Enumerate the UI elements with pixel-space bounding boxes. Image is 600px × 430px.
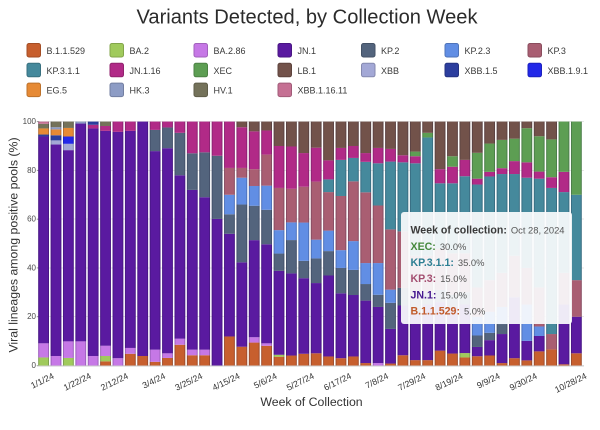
svg-text:HK.3: HK.3 [130, 86, 150, 96]
svg-text:B.1.1.529: B.1.1.529 [47, 46, 86, 56]
svg-text:XBB.1.16.11: XBB.1.16.11 [298, 86, 348, 96]
svg-text:JN.1.16: JN.1.16 [130, 66, 161, 76]
svg-text:20: 20 [27, 312, 36, 321]
svg-text:KP.3.1.1:35.0%: KP.3.1.1: 35.0% [411, 257, 485, 269]
svg-text:0: 0 [32, 361, 37, 370]
svg-text:BA.2.86: BA.2.86 [214, 46, 246, 56]
svg-text:XBB.1.9.1: XBB.1.9.1 [548, 66, 589, 76]
svg-text:KP.2.3: KP.2.3 [465, 46, 491, 56]
svg-text:B.1.1.529:5.0%: B.1.1.529: 5.0% [411, 306, 486, 318]
svg-text:Week of collection:Oct 28, 202: Week of collection: Oct 28, 2024 [411, 225, 565, 237]
svg-text:XBB.1.5: XBB.1.5 [465, 66, 498, 76]
svg-text:XBB: XBB [381, 66, 399, 76]
svg-text:LB.1: LB.1 [298, 66, 317, 76]
svg-text:100: 100 [23, 117, 37, 126]
svg-text:KP.2: KP.2 [381, 46, 399, 56]
svg-text:Viral lineages among positive: Viral lineages among positive pools (%) [7, 137, 21, 352]
svg-text:XEC:30.0%: XEC: 30.0% [411, 241, 467, 253]
svg-text:BA.2: BA.2 [130, 46, 150, 56]
svg-text:Variants Detected, by Collecti: Variants Detected, by Collection Week [136, 6, 478, 28]
svg-text:JN.1:15.0%: JN.1: 15.0% [411, 289, 468, 301]
svg-text:40: 40 [27, 263, 36, 272]
svg-text:KP.3.1.1: KP.3.1.1 [47, 66, 80, 76]
svg-text:KP.3:15.0%: KP.3: 15.0% [411, 273, 467, 285]
svg-text:HV.1: HV.1 [214, 86, 233, 96]
svg-text:EG.5: EG.5 [47, 86, 68, 96]
svg-text:Week of Collection: Week of Collection [260, 395, 362, 409]
svg-text:JN.1: JN.1 [298, 46, 317, 56]
svg-text:60: 60 [27, 215, 36, 224]
svg-text:KP.3: KP.3 [548, 46, 566, 56]
svg-text:80: 80 [27, 166, 36, 175]
svg-text:XEC: XEC [214, 66, 233, 76]
